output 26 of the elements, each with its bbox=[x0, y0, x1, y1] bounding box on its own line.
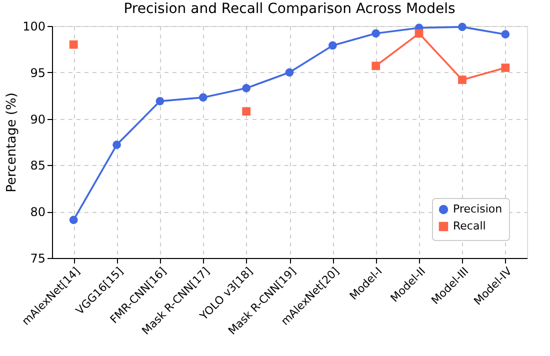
point bbox=[458, 22, 466, 32]
point bbox=[414, 29, 424, 38]
point bbox=[458, 76, 466, 84]
y-tick-label: 75 bbox=[30, 252, 46, 266]
y-axis-title: Percentage (%) bbox=[4, 92, 20, 192]
y-tick-label: 90 bbox=[30, 112, 46, 126]
point bbox=[242, 107, 250, 116]
point bbox=[69, 40, 78, 49]
point bbox=[69, 216, 78, 224]
legend-label: Recall bbox=[453, 220, 486, 232]
y-tick-label: 100 bbox=[22, 20, 46, 34]
y-tick-label: 85 bbox=[30, 158, 46, 173]
point bbox=[156, 96, 164, 106]
y-tick-label: 95 bbox=[30, 66, 46, 80]
legend-label: Precision bbox=[453, 202, 502, 216]
point bbox=[372, 62, 380, 70]
point bbox=[112, 140, 121, 149]
point bbox=[501, 64, 510, 72]
point bbox=[372, 29, 380, 38]
point bbox=[285, 68, 294, 77]
point bbox=[328, 41, 337, 50]
point bbox=[198, 93, 208, 102]
y-tick-label: 80 bbox=[30, 205, 46, 220]
point bbox=[242, 84, 250, 92]
chart-title: Precision and Recall Comparison Across Models bbox=[124, 1, 456, 17]
point bbox=[501, 30, 510, 39]
